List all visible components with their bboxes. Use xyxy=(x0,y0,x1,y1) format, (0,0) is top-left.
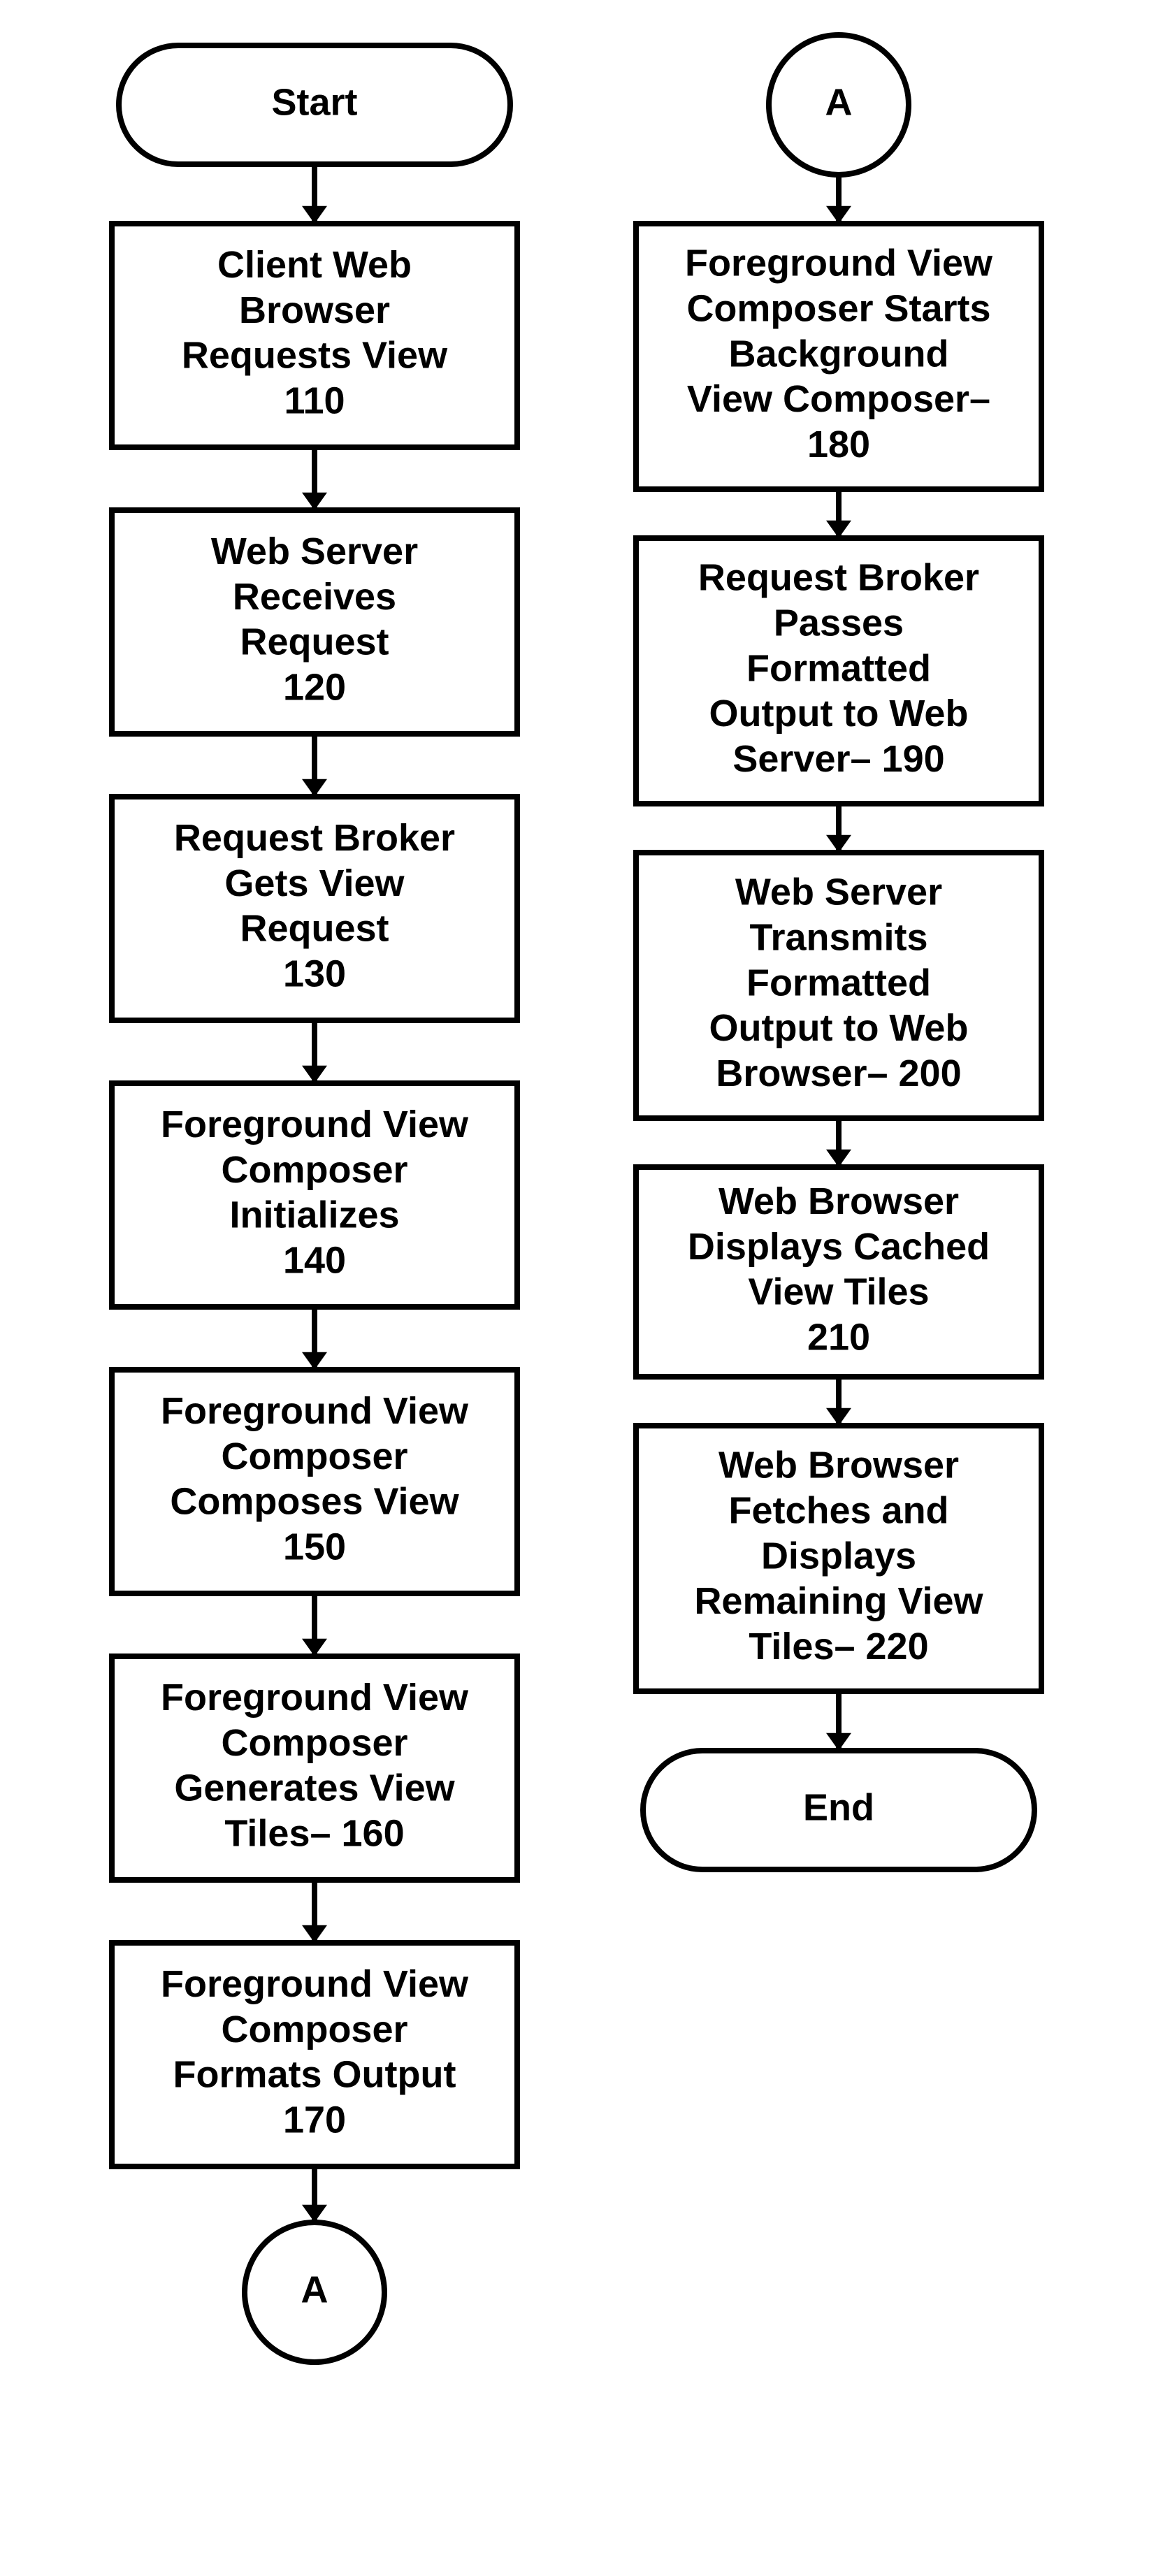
node-text: 180 xyxy=(807,424,870,465)
node-n140: Foreground ViewComposerInitializes140 xyxy=(112,1083,517,1307)
node-text: Request Broker xyxy=(698,557,979,599)
node-text: Request xyxy=(240,908,389,950)
node-start: Start xyxy=(119,45,510,164)
node-text: Formatted xyxy=(746,647,931,689)
node-text: Formatted xyxy=(746,962,931,1004)
node-text: Fetches and xyxy=(728,1489,948,1531)
node-text: Web Server xyxy=(211,530,418,572)
edge-n120-n130 xyxy=(302,734,327,797)
node-n180: Foreground ViewComposer StartsBackground… xyxy=(636,224,1041,489)
node-text: Composer xyxy=(221,1149,407,1191)
node-connA1: A xyxy=(245,2222,384,2362)
node-text: Composer xyxy=(221,2009,407,2050)
node-text: Passes xyxy=(774,602,904,644)
node-n110: Client WebBrowserRequests View110 xyxy=(112,224,517,447)
node-text: Background xyxy=(728,333,948,375)
node-text: Transmits xyxy=(749,916,927,958)
node-text: Composer Starts xyxy=(686,287,990,329)
node-end: End xyxy=(643,1751,1034,1869)
edge-n180-n190 xyxy=(826,489,851,538)
node-text: End xyxy=(803,1786,874,1828)
node-text: Browser– 200 xyxy=(716,1052,961,1094)
node-text: Formats Output xyxy=(173,2054,456,2096)
node-text: Output to Web xyxy=(709,1007,969,1049)
flowchart-canvas: Start Client WebBrowserRequests View110 We… xyxy=(0,0,1170,2576)
edge-n110-n120 xyxy=(302,447,327,510)
node-text: 130 xyxy=(283,953,346,994)
node-n130: Request BrokerGets ViewRequest130 xyxy=(112,797,517,1020)
edge-start-n110 xyxy=(302,164,327,224)
node-text: Foreground View xyxy=(161,1104,469,1145)
node-n150: Foreground ViewComposerComposes View150 xyxy=(112,1370,517,1593)
node-text: Generates View xyxy=(174,1767,455,1809)
node-text: Foreground View xyxy=(161,1390,469,1432)
node-text: Composer xyxy=(221,1722,407,1764)
node-n120: Web ServerReceivesRequest120 xyxy=(112,510,517,734)
node-connA2: A xyxy=(769,35,909,175)
node-text: Initializes xyxy=(229,1194,399,1236)
node-text: Displays xyxy=(761,1535,916,1577)
node-text: Displays Cached xyxy=(688,1226,990,1268)
node-n210: Web BrowserDisplays CachedView Tiles210 xyxy=(636,1167,1041,1377)
node-text: Composer xyxy=(221,1435,407,1477)
node-text: Tiles– 160 xyxy=(224,1812,404,1854)
node-text: Web Server xyxy=(735,871,942,913)
node-text: Start xyxy=(271,81,357,123)
edge-n140-n150 xyxy=(302,1307,327,1370)
node-n190: Request BrokerPassesFormattedOutput to W… xyxy=(636,538,1041,804)
node-text: 170 xyxy=(283,2099,346,2141)
edge-n220-end xyxy=(826,1691,851,1751)
node-text: Foreground View xyxy=(161,1677,469,1718)
node-text: A xyxy=(301,2269,328,2310)
node-text: A xyxy=(825,81,853,123)
edge-n190-n200 xyxy=(826,804,851,853)
node-text: Server– 190 xyxy=(732,738,944,780)
node-text: Browser xyxy=(239,289,390,331)
edge-n150-n160 xyxy=(302,1593,327,1656)
node-text: Gets View xyxy=(224,862,405,904)
node-text: 210 xyxy=(807,1316,870,1358)
edge-n170-connA1 xyxy=(302,2166,327,2222)
node-text: Client Web xyxy=(217,244,412,286)
edge-n210-n220 xyxy=(826,1377,851,1426)
edge-n160-n170 xyxy=(302,1880,327,1943)
node-text: Request xyxy=(240,621,389,663)
node-text: 150 xyxy=(283,1526,346,1568)
node-n200: Web ServerTransmitsFormattedOutput to We… xyxy=(636,853,1041,1118)
node-text: Output to Web xyxy=(709,693,969,735)
node-text: 140 xyxy=(283,1239,346,1281)
node-text: 120 xyxy=(283,666,346,708)
node-text: Web Browser xyxy=(718,1445,959,1486)
edge-connA2-n180 xyxy=(826,175,851,224)
node-n170: Foreground ViewComposerFormats Output170 xyxy=(112,1943,517,2166)
node-text: 110 xyxy=(284,379,345,421)
node-text: Remaining View xyxy=(694,1580,983,1622)
node-text: Requests View xyxy=(182,335,448,377)
node-text: Composes View xyxy=(170,1481,459,1523)
node-text: Web Browser xyxy=(718,1180,959,1222)
node-text: View Tiles xyxy=(748,1271,929,1313)
node-text: Foreground View xyxy=(685,243,993,284)
node-text: Request Broker xyxy=(174,817,455,859)
node-text: View Composer– xyxy=(687,378,990,420)
node-text: Receives xyxy=(233,576,396,618)
node-text: Foreground View xyxy=(161,1963,469,2005)
edge-n130-n140 xyxy=(302,1020,327,1083)
node-n220: Web BrowserFetches andDisplaysRemaining … xyxy=(636,1426,1041,1691)
edge-n200-n210 xyxy=(826,1118,851,1167)
node-text: Tiles– 220 xyxy=(749,1626,928,1667)
node-n160: Foreground ViewComposerGenerates ViewTil… xyxy=(112,1656,517,1880)
